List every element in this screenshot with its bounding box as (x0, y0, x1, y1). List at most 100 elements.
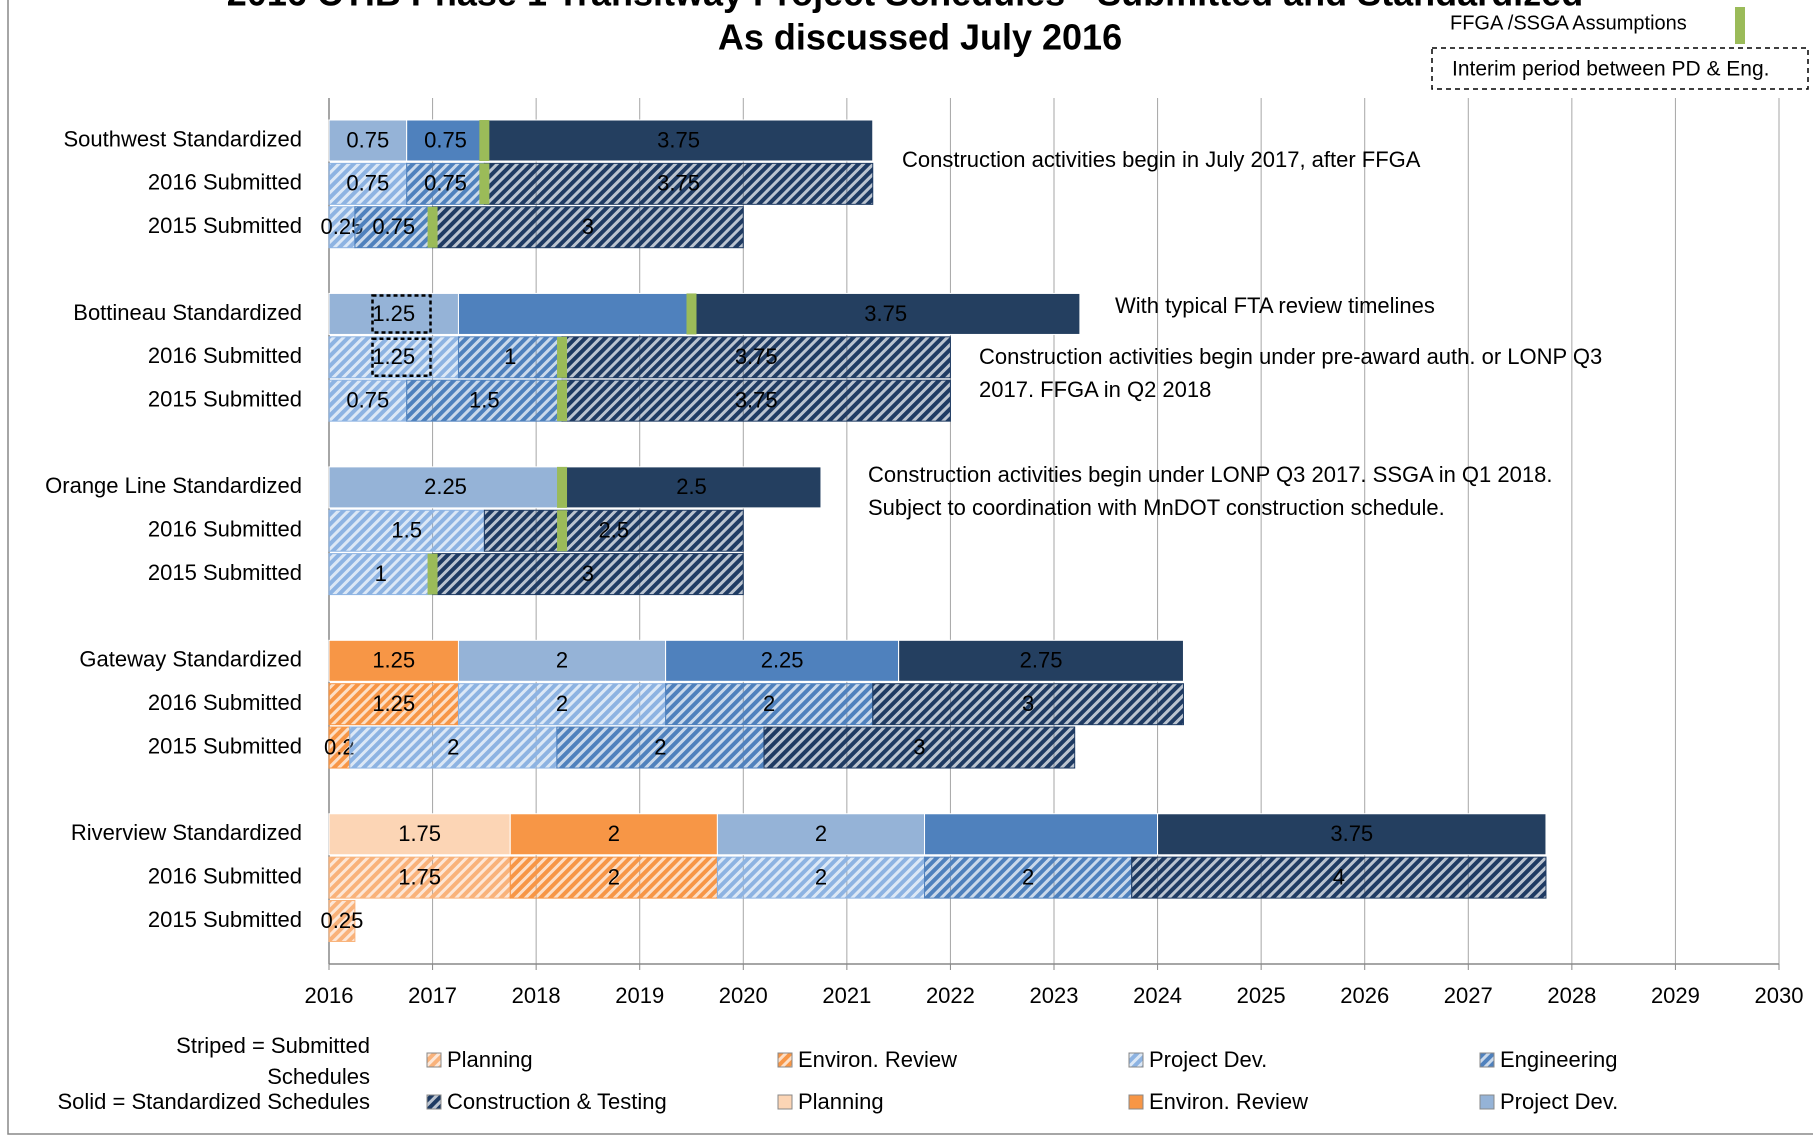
y-tick-label: 2015 Submitted (148, 386, 302, 411)
legend-swatch (777, 1052, 793, 1068)
legend-swatch (1479, 1094, 1495, 1110)
bar-segment (328, 119, 408, 162)
interim-box (371, 337, 432, 378)
y-tick-label: Gateway Standardized (79, 647, 302, 672)
bar-label: 3.75 (735, 344, 778, 369)
y-tick-label: 2015 Submitted (148, 560, 302, 585)
legend-label: Planning (447, 1047, 533, 1072)
ffga-legend-marker (1735, 7, 1745, 44)
legend-swatch (426, 1052, 442, 1068)
annotation: With typical FTA review timelines (1115, 293, 1435, 318)
bar-label: 2.25 (761, 648, 804, 673)
x-tick-label: 2027 (1444, 983, 1493, 1008)
ffga-marker (557, 466, 568, 508)
legend-label: Engineering (1500, 1047, 1617, 1072)
bar-label: 0.75 (424, 171, 467, 196)
x-tick-label: 2021 (822, 983, 871, 1008)
annotation: Construction activities begin under pre-… (979, 344, 1602, 369)
bar-label: 1.25 (372, 691, 415, 716)
legend-swatch (1128, 1094, 1144, 1110)
bar-segment (328, 683, 459, 726)
y-tick-label: 2015 Submitted (148, 907, 302, 932)
bar-segment (561, 336, 951, 379)
bar-label: 2.5 (676, 474, 707, 499)
bar-segment (457, 336, 563, 379)
bar-label: 1.75 (398, 821, 441, 846)
bar-label: 1.25 (372, 301, 415, 326)
bar-segment (483, 162, 874, 205)
ffga-marker (427, 553, 438, 595)
bar-segment (328, 466, 563, 509)
y-tick-label: 2015 Submitted (148, 733, 302, 758)
bar-label: 2 (815, 821, 827, 846)
bar-segment (328, 856, 511, 899)
legend-label: Planning (798, 1089, 884, 1114)
x-tick-label: 2029 (1651, 983, 1700, 1008)
bar-label: 3.75 (1330, 821, 1373, 846)
frame (7, 0, 1813, 1135)
bar-label: 2 (654, 734, 666, 759)
x-tick-label: 2023 (1030, 983, 1079, 1008)
note-solid: Solid = Standardized Schedules (57, 1089, 371, 1114)
note-striped: Striped = Submitted Schedules (176, 1033, 370, 1089)
bar-label: 3.75 (657, 171, 700, 196)
legend-label: Environ. Review (1149, 1089, 1308, 1114)
bar-segment (872, 683, 1184, 726)
bar-label: 1.25 (372, 648, 415, 673)
y-tick-label: Orange Line Standardized (45, 473, 302, 498)
bar-segment (691, 292, 1081, 335)
bar-segment (457, 292, 693, 335)
bar-label: 2 (1022, 864, 1034, 889)
bar-segment (1131, 856, 1547, 899)
bar-label: 2 (815, 864, 827, 889)
bar-label: 2 (763, 691, 775, 716)
x-tick-label: 2022 (926, 983, 975, 1008)
bar-segment (406, 119, 485, 162)
y-tick-label: Southwest Standardized (64, 126, 303, 151)
y-tick-label: 2015 Submitted (148, 213, 302, 238)
bar-segment (328, 336, 459, 379)
x-tick-label: 2019 (615, 983, 664, 1008)
annotation: Subject to coordination with MnDOT const… (868, 495, 1445, 520)
bar-segment (354, 206, 434, 249)
interim-legend-box (1431, 47, 1809, 90)
x-tick-label: 2024 (1133, 983, 1182, 1008)
ffga-marker (686, 293, 697, 335)
y-tick-label: 2016 Submitted (148, 343, 302, 368)
x-tick-label: 2020 (719, 983, 768, 1008)
y-tick-label: Riverview Standardized (71, 820, 302, 845)
bar-label: 3 (582, 561, 594, 586)
legend-swatch (1128, 1052, 1144, 1068)
bar-label: 0.75 (424, 127, 467, 152)
x-tick-label: 2030 (1755, 983, 1804, 1008)
ffga-marker (557, 380, 568, 422)
bar-label: 1.25 (372, 344, 415, 369)
bar-segment (924, 813, 1159, 856)
x-tick-label: 2025 (1237, 983, 1286, 1008)
bar-label: 2.5 (599, 518, 630, 543)
y-tick-label: Bottineau Standardized (73, 300, 302, 325)
bar-label: 2 (608, 821, 620, 846)
bar-segment (328, 639, 459, 682)
bar-segment (432, 553, 744, 596)
bar-segment (483, 119, 874, 162)
bar-segment (716, 813, 926, 856)
y-tick-label: 2016 Submitted (148, 517, 302, 542)
bar-segment (406, 379, 563, 422)
bar-label: 4 (1333, 864, 1345, 889)
bar-segment (349, 726, 558, 769)
bar-label: 1 (375, 561, 387, 586)
ffga-marker (557, 336, 568, 378)
bar-segment (328, 899, 356, 942)
bar-segment (665, 683, 874, 726)
bar-label: 3.75 (864, 301, 907, 326)
legend-swatch (426, 1094, 442, 1110)
bar-label: 2 (447, 734, 459, 759)
bar-label: 2 (608, 864, 620, 889)
bar-label: 1.5 (469, 387, 500, 412)
chart-title: 2016 CTIB Phase 1 Transitway Project Sch… (227, 0, 1583, 14)
bar-label: 0.75 (372, 214, 415, 239)
y-tick-label: 2016 Submitted (148, 690, 302, 715)
annotation: Construction activities begin under LONP… (868, 462, 1552, 487)
